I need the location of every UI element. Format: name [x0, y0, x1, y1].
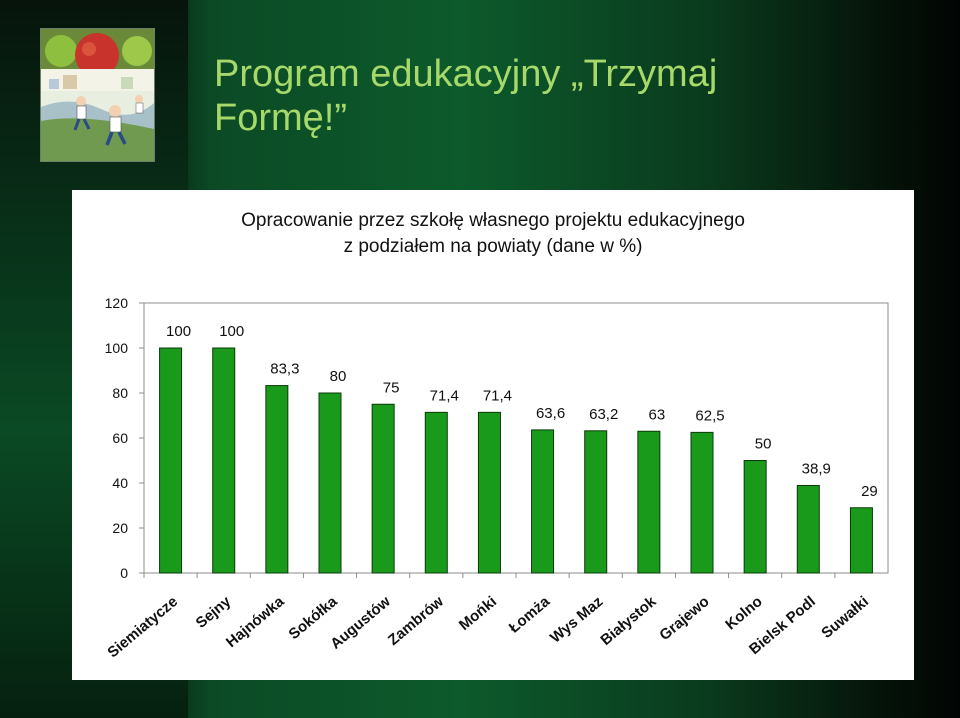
category-label: Suwałki — [818, 593, 872, 642]
bar-Zambrów — [424, 411, 448, 574]
y-tick-label: 60 — [112, 430, 128, 446]
chart-panel: Opracowanie przez szkołę własnego projek… — [72, 190, 914, 680]
apples-runners-illustration — [40, 28, 155, 162]
bar-Białystok — [637, 430, 661, 574]
bar-Bielsk Podl — [796, 484, 820, 574]
data-label: 62,5 — [695, 407, 724, 424]
category-label: Augustów — [327, 593, 394, 653]
y-tick-label: 80 — [112, 385, 128, 401]
data-label: 75 — [383, 379, 400, 396]
bar-Sokółka — [318, 392, 342, 574]
bar-Grajewo — [690, 431, 714, 574]
slide-title: Program edukacyjny „Trzymaj Formę!” — [214, 53, 718, 139]
data-label: 71,4 — [430, 387, 459, 404]
data-label: 83,3 — [270, 361, 299, 378]
data-label: 38,9 — [802, 460, 831, 477]
data-label: 100 — [166, 323, 191, 340]
category-label: Zambrów — [385, 593, 447, 649]
category-label: Łomża — [506, 593, 554, 637]
chart-title-line-2: z podziałem na powiaty (dane w %) — [343, 236, 643, 257]
category-label: Sejny — [193, 593, 235, 632]
bar-Hajnówka — [265, 385, 289, 574]
data-label: 71,4 — [483, 387, 512, 404]
y-tick-label: 0 — [120, 565, 128, 581]
bar-Kolno — [743, 460, 767, 574]
chart-title-line-1: Opracowanie przez szkołę własnego projek… — [241, 210, 745, 231]
data-label: 63,6 — [536, 405, 565, 422]
category-label: Grajewo — [656, 593, 712, 644]
y-tick-label: 100 — [105, 340, 129, 356]
data-label: 63,2 — [589, 406, 618, 423]
data-label: 100 — [219, 323, 244, 340]
y-tick-label: 40 — [112, 475, 128, 491]
data-label: 63 — [649, 406, 666, 423]
category-label: Białystok — [597, 593, 660, 649]
bar-Augustów — [371, 403, 395, 574]
category-label: Mońki — [456, 593, 500, 634]
bar-chart: 0 20 40 60 80 100 120 100 Siemiatycze 100 Sejny 83,… — [104, 295, 889, 661]
y-tick-label: 20 — [112, 520, 128, 536]
data-label: 29 — [861, 483, 878, 500]
category-label: Siemiatycze — [104, 593, 181, 661]
data-label: 80 — [330, 368, 347, 385]
y-tick-label: 120 — [105, 295, 129, 311]
category-label: Wys Maz — [547, 593, 606, 647]
bar-Mońki — [477, 411, 501, 574]
bar-Sejny — [212, 347, 236, 574]
bar-Suwałki — [849, 507, 873, 574]
category-label: Kolno — [722, 593, 765, 633]
category-label: Hajnówka — [223, 593, 288, 651]
bar-Wys Maz — [584, 430, 608, 574]
bar-Siemiatycze — [159, 347, 183, 574]
chart-title: Opracowanie przez szkołę własnego projek… — [72, 208, 914, 260]
data-label: 50 — [755, 436, 772, 453]
plot-area — [143, 302, 889, 574]
bar-Łomża — [531, 429, 555, 574]
